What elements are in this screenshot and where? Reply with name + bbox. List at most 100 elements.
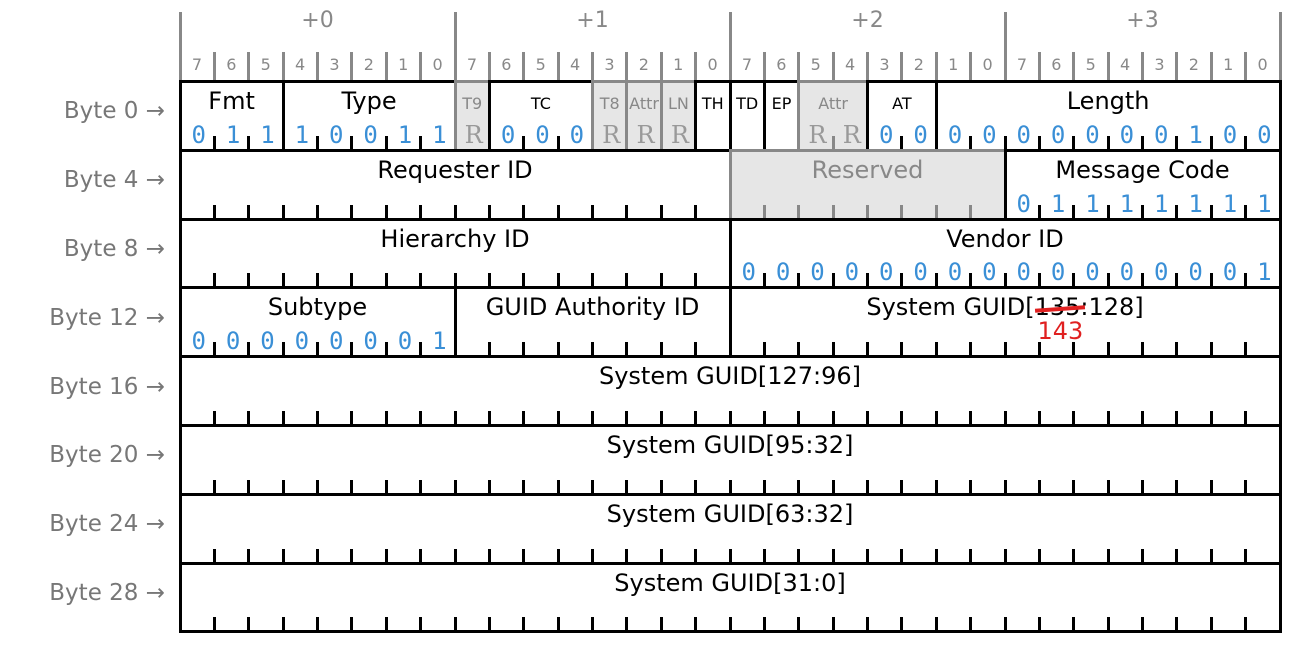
bit-tick xyxy=(762,479,766,493)
bit-tick xyxy=(866,410,869,424)
bit-tick xyxy=(1209,273,1213,287)
bit-tick xyxy=(762,204,766,218)
bit-tick xyxy=(247,135,251,149)
bit-tick xyxy=(1037,273,1041,287)
bit-tick xyxy=(281,204,285,218)
bit-number: 0 xyxy=(982,55,993,74)
bit-value: 0 xyxy=(947,120,963,149)
field-name: EP xyxy=(771,94,792,113)
bit-value: 0 xyxy=(1153,120,1169,149)
correction-annotation: 143 xyxy=(1037,317,1084,346)
bit-tick xyxy=(831,410,835,424)
field-name: System GUID[ xyxy=(866,293,1035,322)
bit-tick xyxy=(1003,548,1007,562)
bit-tick xyxy=(1072,135,1076,149)
bit-value: 0 xyxy=(294,327,310,356)
field-label: TD xyxy=(732,94,763,113)
bit-value: R xyxy=(464,120,483,149)
bit-tick xyxy=(831,204,835,218)
bit-number: 7 xyxy=(1016,55,1028,74)
bit-tick xyxy=(659,410,663,424)
bit-number: 3 xyxy=(604,55,615,74)
bit-tick xyxy=(969,273,973,287)
bit-number: 6 xyxy=(226,55,237,74)
bit-divider xyxy=(1106,52,1110,80)
bit-tick xyxy=(522,204,526,218)
bit-tick xyxy=(900,548,904,562)
bit-divider xyxy=(281,52,285,80)
bit-tick xyxy=(247,342,251,356)
bit-number: 3 xyxy=(1154,55,1165,74)
bit-divider xyxy=(1037,52,1041,80)
bit-tick xyxy=(866,342,869,356)
field-name: Subtype xyxy=(267,293,368,322)
bit-number: 2 xyxy=(1188,55,1199,74)
bit-tick xyxy=(728,617,732,631)
bit-tick xyxy=(316,135,319,149)
bit-tick xyxy=(350,479,354,493)
field-type: Type 1 0 0 1 1 xyxy=(281,80,457,152)
field-name: LN xyxy=(667,94,689,113)
bit-tick xyxy=(1141,204,1144,218)
bit-tick xyxy=(384,548,388,562)
bit-number: 6 xyxy=(776,55,787,74)
bit-divider xyxy=(419,52,423,80)
bit-tick xyxy=(281,410,285,424)
bit-tick xyxy=(384,204,388,218)
bit-tick xyxy=(212,342,216,356)
bit-tick xyxy=(384,342,388,356)
bit-value: 1 xyxy=(1222,189,1238,218)
field-name: GUID Authority ID xyxy=(485,293,700,322)
bit-tick xyxy=(556,617,560,631)
bit-value: 0 xyxy=(1257,120,1272,149)
field-name: Attr xyxy=(818,94,849,113)
byte-divider xyxy=(1003,12,1007,80)
bit-tick xyxy=(659,617,663,631)
field-system-guid-31-0: System GUID[31:0] xyxy=(178,561,1282,634)
bit-tick xyxy=(487,204,491,218)
bit-number: 0 xyxy=(1257,55,1268,74)
field-name: Fmt xyxy=(208,87,255,115)
bit-tick xyxy=(866,273,869,287)
bit-value: 1 xyxy=(1257,258,1272,287)
bit-tick xyxy=(1209,479,1213,493)
bit-value: 0 xyxy=(225,327,241,356)
bit-tick xyxy=(1037,548,1041,562)
bit-tick xyxy=(419,273,423,287)
bit-tick xyxy=(1003,135,1007,149)
bit-value: 0 xyxy=(810,258,825,287)
bit-value: 0 xyxy=(328,120,344,149)
bit-tick xyxy=(591,479,594,493)
bit-tick xyxy=(1141,342,1144,356)
bit-value: R xyxy=(670,120,689,149)
bit-tick xyxy=(1037,204,1041,218)
bit-divider xyxy=(350,52,354,80)
bit-tick xyxy=(487,548,491,562)
field-label: T9 xyxy=(457,94,488,113)
bit-divider xyxy=(934,52,938,80)
bit-tick xyxy=(1003,273,1007,287)
bit-value: 1 xyxy=(260,120,275,149)
bit-tick xyxy=(1141,479,1144,493)
bit-tick xyxy=(625,342,629,356)
bit-value: 0 xyxy=(1016,189,1031,218)
field-subtype: Subtype 0 0 0 0 0 0 0 1 xyxy=(178,286,457,359)
bit-tick xyxy=(1141,135,1144,149)
bit-tick xyxy=(1003,342,1007,356)
bit-tick xyxy=(384,135,388,149)
bit-divider xyxy=(1141,52,1144,80)
bit-tick xyxy=(419,479,423,493)
bit-tick xyxy=(797,479,801,493)
bit-tick xyxy=(591,273,594,287)
field-label: TC xyxy=(491,94,591,113)
bit-divider xyxy=(797,52,801,80)
bit-tick xyxy=(419,617,423,631)
bit-tick xyxy=(419,135,423,149)
bit-value: 0 xyxy=(363,327,378,356)
bit-value: 0 xyxy=(1016,120,1031,149)
bit-tick xyxy=(212,617,216,631)
field-reserved: Reserved xyxy=(728,148,1007,221)
bit-tick xyxy=(247,617,251,631)
field-label: System GUID[95:32] xyxy=(182,431,1279,459)
bit-value: 0 xyxy=(397,327,413,356)
